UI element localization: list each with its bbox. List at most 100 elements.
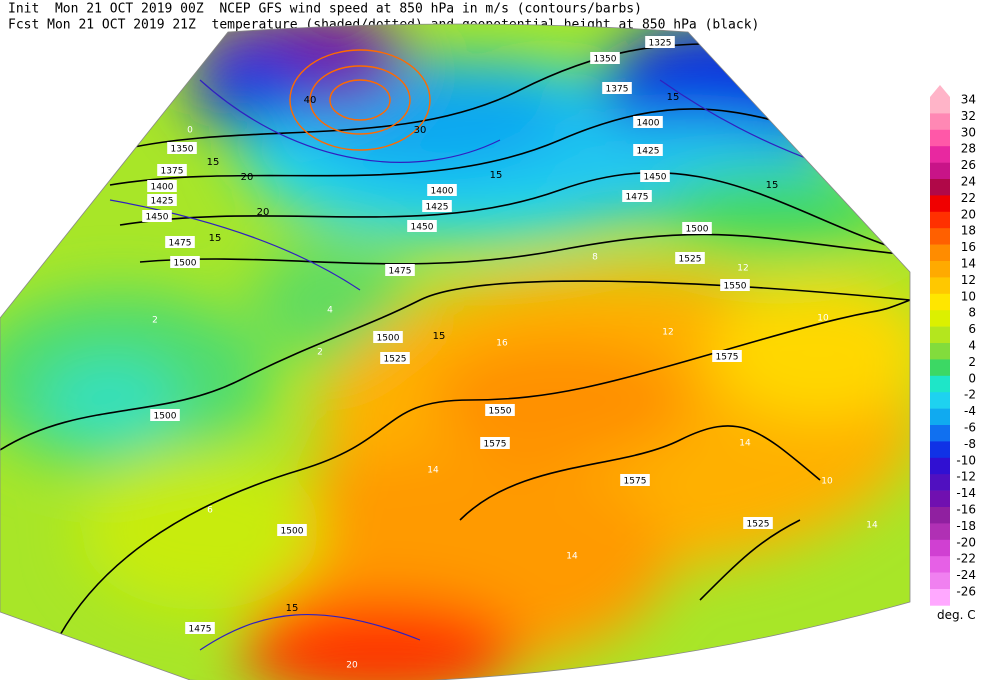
height-contours bbox=[0, 39, 910, 680]
colorbar-label: -24 bbox=[956, 568, 976, 582]
colorbar-swatch bbox=[930, 572, 950, 590]
header-line: Init Mon 21 OCT 2019 00Z NCEP GFS wind s… bbox=[8, 2, 642, 17]
colorbar: 3432302826242220181614121086420-2-4-6-8-… bbox=[930, 85, 976, 622]
height-label: 1550 bbox=[724, 282, 747, 292]
colorbar-swatch bbox=[930, 474, 950, 491]
height-label: 1425 bbox=[637, 147, 660, 157]
colorbar-label: 26 bbox=[961, 158, 976, 172]
height-label-box bbox=[373, 331, 403, 343]
temperature-label: 6 bbox=[207, 506, 213, 516]
colorbar-swatch bbox=[930, 457, 950, 475]
height-label-box bbox=[167, 142, 197, 154]
colorbar-swatch bbox=[930, 195, 950, 213]
colorbar-label: -8 bbox=[964, 437, 976, 451]
colorbar-swatch bbox=[930, 539, 950, 557]
height-label: 1350 bbox=[594, 55, 617, 65]
height-label: 1575 bbox=[484, 440, 507, 450]
height-label: 1475 bbox=[169, 239, 192, 249]
temperature-label: 8 bbox=[592, 253, 598, 263]
colorbar-label: 18 bbox=[961, 224, 976, 238]
colorbar-swatch bbox=[930, 556, 950, 573]
colorbar-label: 8 bbox=[968, 306, 976, 320]
colorbar-swatch bbox=[930, 425, 950, 442]
temperature-label: 12 bbox=[737, 264, 748, 274]
temperature-label: 2 bbox=[317, 348, 323, 358]
height-label: 1525 bbox=[747, 520, 770, 530]
height-label: 1500 bbox=[281, 527, 304, 537]
height-label: 1450 bbox=[644, 173, 667, 183]
height-label-box bbox=[150, 409, 180, 421]
colorbar-label: 4 bbox=[968, 339, 976, 353]
height-label-box bbox=[380, 352, 410, 364]
height-label: 1400 bbox=[637, 119, 660, 129]
colorbar-label: 0 bbox=[968, 371, 976, 385]
height-label: 1500 bbox=[377, 334, 400, 344]
height-label: 1425 bbox=[426, 203, 449, 213]
height-label-box bbox=[720, 279, 750, 291]
wind-label: 15 bbox=[286, 603, 299, 614]
wind-label: 20 bbox=[257, 207, 270, 218]
height-label-box bbox=[682, 222, 712, 234]
colorbar-swatch bbox=[930, 523, 950, 541]
height-label-box bbox=[185, 622, 215, 634]
height-label-box bbox=[675, 252, 705, 264]
height-label: 1425 bbox=[151, 197, 174, 207]
colorbar-swatch bbox=[930, 507, 950, 524]
height-label-box bbox=[147, 194, 177, 206]
colorbar-label: 6 bbox=[968, 322, 976, 336]
temperature-label: 12 bbox=[662, 328, 673, 338]
wind-label: 20 bbox=[241, 172, 254, 183]
height-label: 1475 bbox=[189, 625, 212, 635]
wind-contours bbox=[289, 49, 431, 151]
wind-contours bbox=[109, 79, 901, 651]
height-label-box bbox=[620, 474, 650, 486]
colorbar-label: -20 bbox=[956, 535, 976, 549]
temperature-label: 0 bbox=[187, 126, 193, 136]
height-label-box bbox=[712, 350, 742, 362]
height-label-box bbox=[277, 524, 307, 536]
colorbar-swatch bbox=[930, 441, 950, 459]
height-label: 1400 bbox=[431, 187, 454, 197]
colorbar-swatch bbox=[930, 490, 950, 508]
height-label-box bbox=[427, 184, 457, 196]
temperature-label: 20 bbox=[346, 661, 358, 671]
height-label-box bbox=[147, 180, 177, 192]
height-label-box bbox=[590, 52, 620, 64]
wind-label: 15 bbox=[207, 157, 220, 168]
height-label-box bbox=[640, 170, 670, 182]
colorbar-label: 24 bbox=[961, 175, 976, 189]
colorbar-label: -26 bbox=[956, 585, 976, 599]
height-label-box bbox=[407, 220, 437, 232]
wind-label: 40 bbox=[304, 95, 317, 106]
colorbar-swatch bbox=[930, 293, 950, 311]
height-label: 1375 bbox=[161, 167, 184, 177]
height-label: 1475 bbox=[626, 193, 649, 203]
colorbar-swatch bbox=[930, 129, 950, 147]
height-label-box bbox=[622, 190, 652, 202]
height-label-box bbox=[165, 236, 195, 248]
height-label: 1500 bbox=[154, 412, 177, 422]
height-label: 1450 bbox=[146, 213, 169, 223]
colorbar-label: -14 bbox=[956, 486, 976, 500]
colorbar-swatch bbox=[930, 211, 950, 229]
height-label: 1325 bbox=[649, 39, 672, 49]
colorbar-label: 12 bbox=[961, 273, 976, 287]
map-frame bbox=[0, 23, 911, 680]
colorbar-swatch bbox=[930, 589, 950, 606]
colorbar-label: 30 bbox=[961, 125, 976, 139]
height-label-box bbox=[602, 82, 632, 94]
colorbar-swatch bbox=[930, 113, 950, 131]
temperature-label: 14 bbox=[866, 521, 878, 531]
colorbar-label: -16 bbox=[956, 503, 976, 517]
colorbar-unit: deg. C bbox=[937, 608, 976, 622]
colorbar-label: 32 bbox=[961, 109, 976, 123]
height-label-box bbox=[485, 404, 515, 416]
height-label-box bbox=[157, 164, 187, 176]
colorbar-label: 10 bbox=[961, 289, 976, 303]
colorbar-swatch bbox=[930, 146, 950, 163]
colorbar-swatch bbox=[930, 375, 950, 393]
height-label: 1525 bbox=[679, 255, 702, 265]
height-label: 1525 bbox=[384, 355, 407, 365]
